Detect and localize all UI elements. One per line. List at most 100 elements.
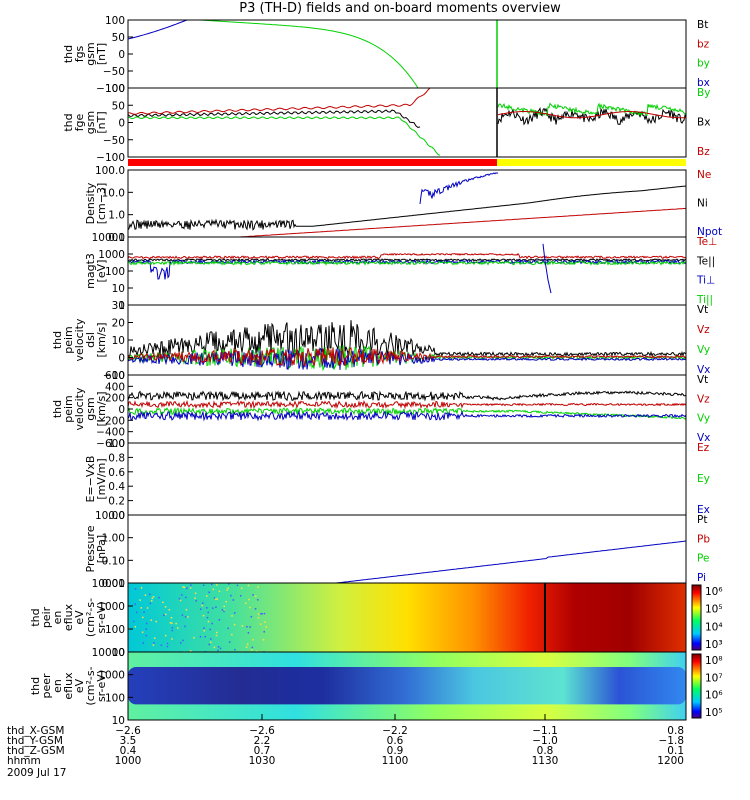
panel-pressure-frame <box>127 514 687 584</box>
footer-value: 0.1 <box>667 745 684 757</box>
peir-pixel <box>215 634 218 637</box>
peir-pixel <box>239 595 242 597</box>
y-tick-label: 1.00 <box>102 533 125 545</box>
panel-peer-colorbar <box>691 653 702 719</box>
legend-te||: Te|| <box>696 255 715 267</box>
peir-pixel <box>178 597 181 600</box>
footer-value: −1.8 <box>659 735 685 747</box>
peir-pixel <box>194 597 196 599</box>
series-npot <box>419 172 499 205</box>
peir-pixel <box>145 622 148 625</box>
peir-pixel <box>249 626 251 628</box>
peir-pixel <box>177 627 179 629</box>
ylabel-line: Density <box>84 182 97 224</box>
ylabel-line: eV <box>73 610 86 625</box>
ylabel-line: magt3 <box>84 253 97 289</box>
peir-pixel <box>218 590 221 593</box>
series-te-perp <box>128 252 686 260</box>
y-tick-label: 0 <box>118 404 125 416</box>
series-pi <box>128 540 686 583</box>
ylabel-line: [km/s] <box>95 322 108 357</box>
peir-pixel <box>183 586 186 589</box>
peir-pixel <box>257 599 259 601</box>
y-tick-label: 20 <box>112 318 125 330</box>
colorbar-tick-label: 10⁶ <box>705 586 723 598</box>
legend-ey: Ey <box>697 473 710 485</box>
peir-pixel <box>256 650 258 652</box>
peir-pixel <box>189 650 192 652</box>
legend-ne: Ne <box>697 169 711 181</box>
peir-pixel <box>206 595 208 597</box>
footer-label: thd_Y-GSM <box>7 735 63 747</box>
peir-pixel <box>262 639 265 641</box>
panel-pressure-ylabel: Pressure[nPa] <box>84 525 108 572</box>
ylabel-line: velocity <box>73 387 86 430</box>
peir-pixel <box>246 625 248 628</box>
peir-pixel <box>223 609 226 612</box>
panel-fgs-frame <box>127 19 687 89</box>
peir-pixel <box>203 627 205 629</box>
legend-vz: Vz <box>697 393 710 405</box>
footer-label: hhmm <box>7 755 41 767</box>
peir-pixel <box>184 625 186 628</box>
peir-spectrogram <box>128 583 686 652</box>
peir-pixel <box>151 597 154 600</box>
peir-pixel <box>217 649 219 652</box>
colorbar-tick-label: 10⁶ <box>705 690 723 702</box>
peir-pixel <box>257 586 259 588</box>
peir-pixel <box>211 622 213 625</box>
series-ne <box>128 207 686 237</box>
peir-pixel <box>252 639 254 641</box>
ylabel-line: [nT] <box>95 43 108 65</box>
peir-pixel <box>213 597 216 599</box>
peir-pixel <box>247 632 250 634</box>
peir-pixel <box>153 637 156 639</box>
peir-pixel <box>226 589 228 591</box>
peir-pixel <box>134 625 137 628</box>
panel-peimvel-data <box>128 320 686 372</box>
peir-pixel <box>223 605 225 608</box>
panel-peer-data <box>128 652 686 720</box>
panel-fge-frame <box>127 87 687 158</box>
y-tick-label: 1 <box>118 300 125 312</box>
peir-pixel <box>139 599 141 601</box>
ylabel-line: eflux <box>62 672 75 700</box>
ylabel-line: thd <box>51 400 64 418</box>
peir-pixel <box>203 630 206 632</box>
ylabel-line: thd <box>62 45 75 63</box>
panel-temp-ylabel: magt3[eV] <box>84 253 108 289</box>
peir-pixel <box>254 595 257 598</box>
peir-pixel <box>245 646 248 648</box>
footer-value: 1030 <box>249 755 276 767</box>
legend-vt: Vt <box>697 374 708 386</box>
peir-pixel <box>259 623 262 625</box>
ylabel-line: peer <box>40 673 53 699</box>
peir-pixel <box>182 586 184 588</box>
peir-pixel <box>152 644 155 646</box>
peir-pixel <box>202 602 204 604</box>
peir-pixel <box>214 598 217 600</box>
series-vz <box>128 399 686 410</box>
peir-pixel <box>219 647 222 650</box>
series-by-late <box>497 102 686 117</box>
ylabel-line: dsl <box>84 332 97 348</box>
peir-pixel <box>208 591 210 594</box>
peir-pixel <box>227 583 230 585</box>
peir-pixel <box>204 636 207 638</box>
legend-bx: bx <box>697 77 710 89</box>
panel-density-ylabel: Density[cm−3] <box>84 182 108 224</box>
y-tick-label: 1000 <box>98 670 125 682</box>
peir-pixel <box>180 594 183 596</box>
peir-pixel <box>250 615 253 618</box>
y-tick-label: 0 <box>118 353 125 365</box>
peir-pixel <box>213 646 216 649</box>
peir-pixel <box>227 627 229 630</box>
series-bx <box>128 20 214 40</box>
legend-vx: Vx <box>697 364 710 376</box>
series-bx-late <box>497 107 686 126</box>
ylabel-line: velocity <box>73 318 86 361</box>
series-by <box>128 116 441 156</box>
